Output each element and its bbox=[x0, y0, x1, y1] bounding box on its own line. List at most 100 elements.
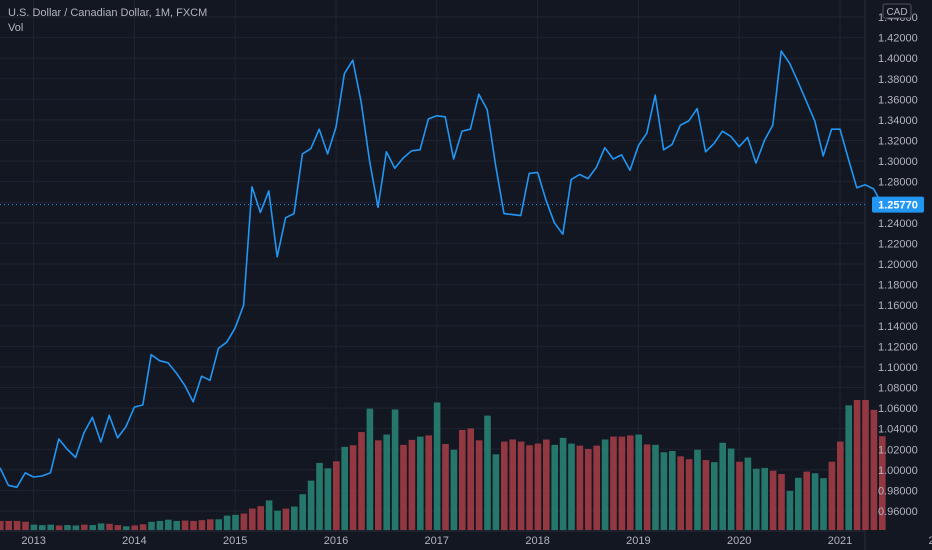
volume-bar bbox=[753, 468, 760, 530]
price-tick-label: 1.16000 bbox=[878, 300, 918, 312]
volume-bar bbox=[677, 456, 684, 530]
volume-bar bbox=[425, 435, 432, 530]
volume-bar bbox=[543, 439, 550, 530]
price-tick-label: 1.06000 bbox=[878, 403, 918, 415]
volume-bar bbox=[643, 444, 651, 530]
price-tick-label: 1.10000 bbox=[878, 362, 918, 374]
volume-bar bbox=[459, 430, 466, 530]
price-tick-label: 1.12000 bbox=[878, 341, 918, 353]
volume-bar bbox=[669, 451, 676, 530]
volume-bar bbox=[492, 454, 500, 530]
volume-bar bbox=[694, 449, 701, 530]
volume-bar bbox=[215, 519, 222, 530]
time-axis[interactable]: 2013 2014 2015 2016 2017 2018 2019 2020 2021 2022 bbox=[21, 535, 932, 547]
time-tick-label: 2018 bbox=[525, 535, 549, 547]
volume-bar bbox=[123, 526, 130, 530]
price-tick-label: 1.36000 bbox=[878, 94, 918, 106]
volume-bar bbox=[81, 524, 88, 530]
volume-bar bbox=[249, 508, 256, 530]
volume-bar bbox=[307, 480, 315, 530]
volume-bar bbox=[870, 409, 878, 530]
volume-bar bbox=[719, 442, 726, 530]
volume-bar bbox=[509, 439, 516, 530]
time-tick-label: 2020 bbox=[727, 535, 751, 547]
price-axis[interactable]: 1.440001.420001.400001.380001.360001.340… bbox=[872, 3, 924, 518]
volume-bar bbox=[190, 520, 197, 530]
volume-bar bbox=[501, 441, 508, 530]
volume-bar bbox=[333, 461, 340, 530]
volume-bar bbox=[660, 452, 668, 530]
volume-bar bbox=[727, 448, 735, 530]
volume-bar bbox=[156, 520, 164, 530]
volume-bar bbox=[862, 400, 869, 530]
volume-bar bbox=[131, 525, 138, 530]
volume-bar bbox=[811, 473, 819, 530]
time-tick-label: 2016 bbox=[324, 535, 348, 547]
volume-bar bbox=[400, 444, 407, 530]
volume-bar bbox=[223, 515, 231, 530]
volume-bar bbox=[383, 434, 390, 530]
volume-bar bbox=[433, 402, 441, 530]
volume-bar bbox=[417, 436, 424, 530]
volume-bar bbox=[534, 443, 542, 530]
price-tick-label: 1.00000 bbox=[878, 465, 918, 477]
volume-bar bbox=[576, 445, 584, 530]
volume-bar bbox=[30, 524, 38, 530]
volume-bar bbox=[265, 500, 273, 530]
volume-bar bbox=[618, 436, 626, 530]
volume-bar bbox=[13, 520, 21, 530]
price-tick-label: 1.22000 bbox=[878, 238, 918, 250]
price-tick-label: 1.02000 bbox=[878, 444, 918, 456]
volume-bar bbox=[828, 461, 836, 530]
time-tick-label: 2017 bbox=[425, 535, 449, 547]
price-tick-label: 0.98000 bbox=[878, 485, 918, 497]
volume-bar bbox=[207, 519, 214, 530]
current-price-label: 1.25770 bbox=[878, 200, 918, 212]
volume-bar bbox=[820, 478, 827, 530]
price-tick-label: 1.34000 bbox=[878, 115, 918, 127]
volume-bar bbox=[97, 523, 105, 530]
symbol-title[interactable]: U.S. Dollar / Canadian Dollar, 1M, FXCM bbox=[8, 7, 208, 19]
time-tick-label: 2021 bbox=[828, 535, 852, 547]
volume-bar bbox=[106, 523, 113, 530]
price-tick-label: 1.24000 bbox=[878, 218, 918, 230]
volume-bar bbox=[702, 460, 710, 530]
volume-bar bbox=[198, 520, 206, 530]
volume-bar bbox=[316, 462, 323, 530]
volume-bar bbox=[450, 449, 458, 530]
price-tick-label: 1.30000 bbox=[878, 156, 918, 168]
volume-bar bbox=[803, 471, 810, 530]
volume-bar bbox=[837, 441, 844, 530]
price-tick-label: 1.28000 bbox=[878, 177, 918, 189]
volume-bar bbox=[291, 506, 298, 530]
current-price-badge bbox=[872, 196, 924, 213]
time-tick-label: 2013 bbox=[21, 535, 45, 547]
time-tick-label: 2015 bbox=[223, 535, 247, 547]
volume-bar bbox=[593, 445, 600, 530]
volume-bar bbox=[685, 459, 693, 530]
volume-bar bbox=[282, 508, 290, 530]
legend: U.S. Dollar / Canadian Dollar, 1M, FXCM … bbox=[8, 6, 207, 36]
volume-bar bbox=[257, 506, 264, 530]
volume-bar bbox=[349, 445, 357, 530]
volume-label[interactable]: Vol bbox=[8, 22, 24, 34]
volume-bar bbox=[879, 436, 886, 530]
volume-bar bbox=[64, 525, 71, 530]
currency-button[interactable] bbox=[882, 3, 912, 19]
volume-bar bbox=[366, 408, 374, 530]
volume-bar bbox=[375, 440, 382, 530]
volume-bar bbox=[517, 441, 525, 530]
volume-bar bbox=[769, 470, 777, 530]
volume-bar bbox=[89, 525, 96, 530]
price-tick-label: 1.40000 bbox=[878, 53, 918, 65]
volume-bar bbox=[559, 437, 567, 530]
price-tick-label: 1.32000 bbox=[878, 136, 918, 148]
volume-bar bbox=[22, 521, 29, 530]
volume-bar bbox=[324, 468, 332, 530]
volume-bar bbox=[601, 439, 609, 530]
price-tick-label: 1.08000 bbox=[878, 383, 918, 395]
volume-bar bbox=[165, 519, 172, 530]
